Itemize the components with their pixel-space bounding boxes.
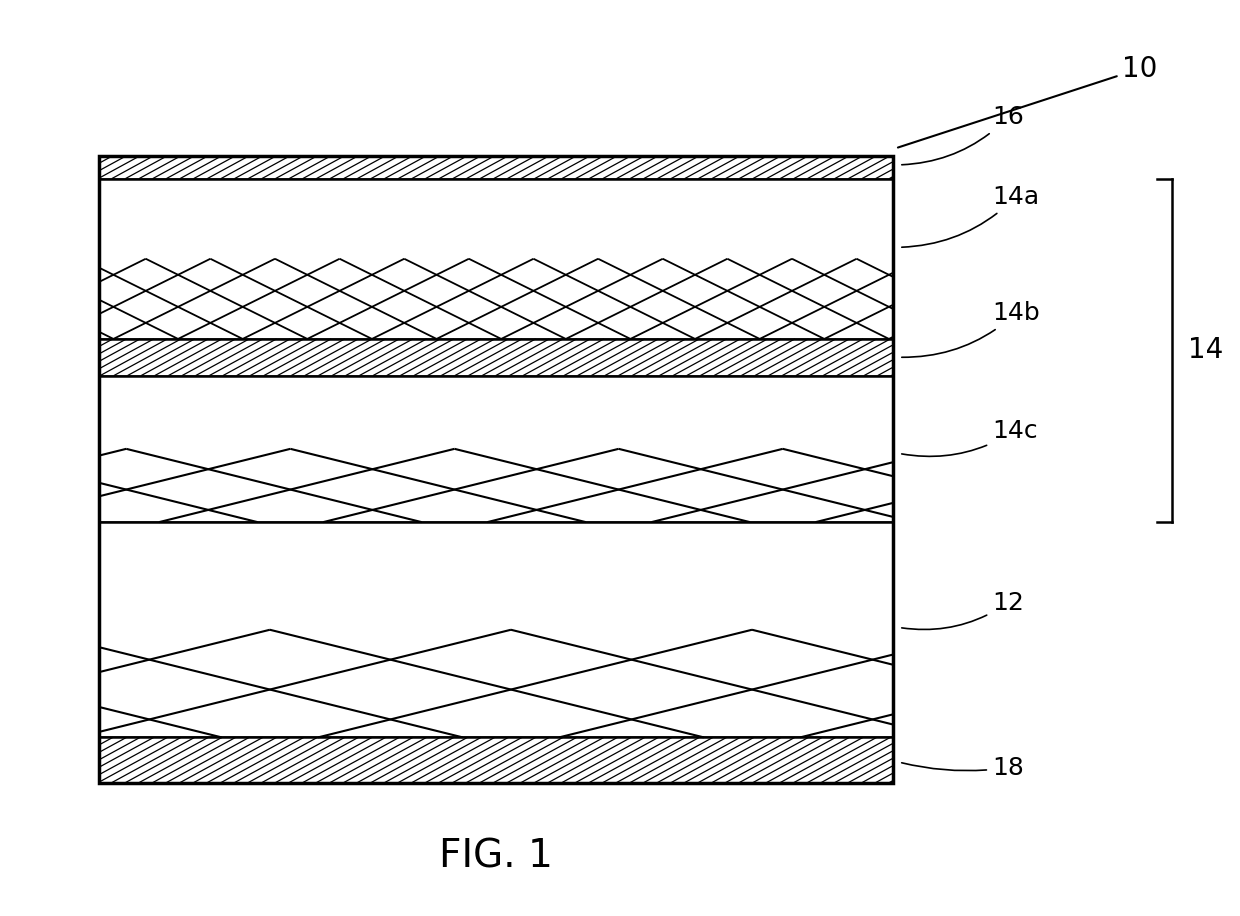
Bar — [99, 737, 893, 783]
Text: 14c: 14c — [901, 419, 1038, 456]
Bar — [99, 156, 893, 179]
Text: 16: 16 — [901, 105, 1024, 165]
Text: 14b: 14b — [901, 301, 1040, 357]
Bar — [99, 156, 893, 783]
Text: 14: 14 — [1188, 336, 1223, 365]
Text: 18: 18 — [901, 756, 1024, 780]
Text: 12: 12 — [901, 591, 1024, 629]
Bar — [99, 376, 893, 522]
Bar — [99, 522, 893, 737]
Text: 10: 10 — [898, 55, 1158, 147]
Bar — [99, 179, 893, 339]
Bar — [99, 339, 893, 376]
Text: FIG. 1: FIG. 1 — [439, 837, 553, 876]
Text: 14a: 14a — [901, 185, 1039, 247]
